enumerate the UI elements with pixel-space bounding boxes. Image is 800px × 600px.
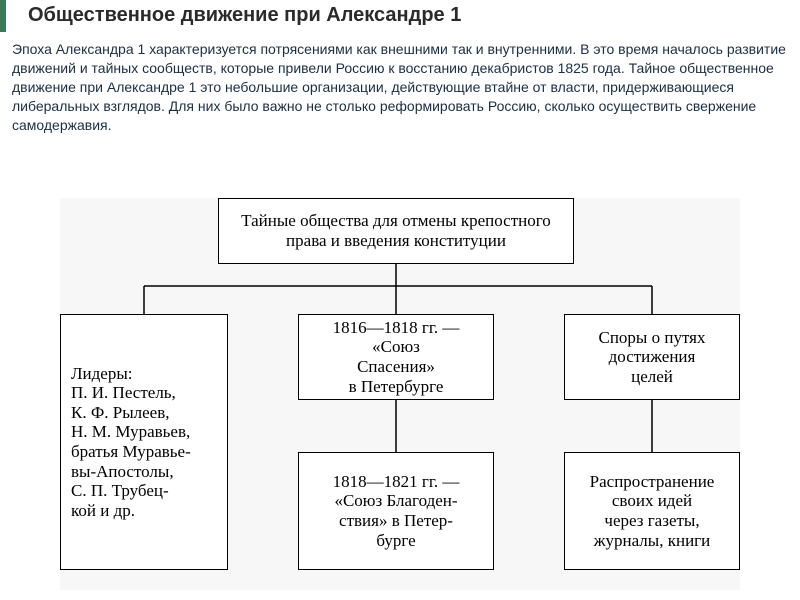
- node-leaders-label: Лидеры:П. И. Пестель,К. Ф. Рылеев,Н. М. …: [67, 364, 221, 520]
- accent-bar: [0, 0, 6, 32]
- node-propagation-label: Распространение своих идейчерез газеты,ж…: [571, 472, 733, 550]
- node-union-welfare: 1818—1821 гг. —«Союз Благоден-ствия» в П…: [298, 452, 494, 570]
- node-debates-label: Споры о путяхдостиженияцелей: [571, 328, 733, 387]
- node-debates: Споры о путяхдостиженияцелей: [564, 314, 740, 400]
- node-union-salvation: 1816—1818 гг. —«СоюзСпасения»в Петербург…: [298, 314, 494, 400]
- node-union-welfare-label: 1818—1821 гг. —«Союз Благоден-ствия» в П…: [305, 472, 487, 550]
- page-title: Общественное движение при Александре 1: [28, 4, 461, 27]
- node-leaders: Лидеры:П. И. Пестель,К. Ф. Рылеев,Н. М. …: [60, 314, 228, 570]
- node-union-salvation-label: 1816—1818 гг. —«СоюзСпасения»в Петербург…: [305, 318, 487, 396]
- org-chart: Тайные общества для отмены крепостного п…: [60, 198, 740, 590]
- node-propagation: Распространение своих идейчерез газеты,ж…: [564, 452, 740, 570]
- node-root: Тайные общества для отмены крепостного п…: [218, 198, 574, 264]
- node-root-label: Тайные общества для отмены крепостного п…: [225, 211, 567, 250]
- intro-paragraph: Эпоха Александра 1 характеризуется потря…: [12, 40, 786, 134]
